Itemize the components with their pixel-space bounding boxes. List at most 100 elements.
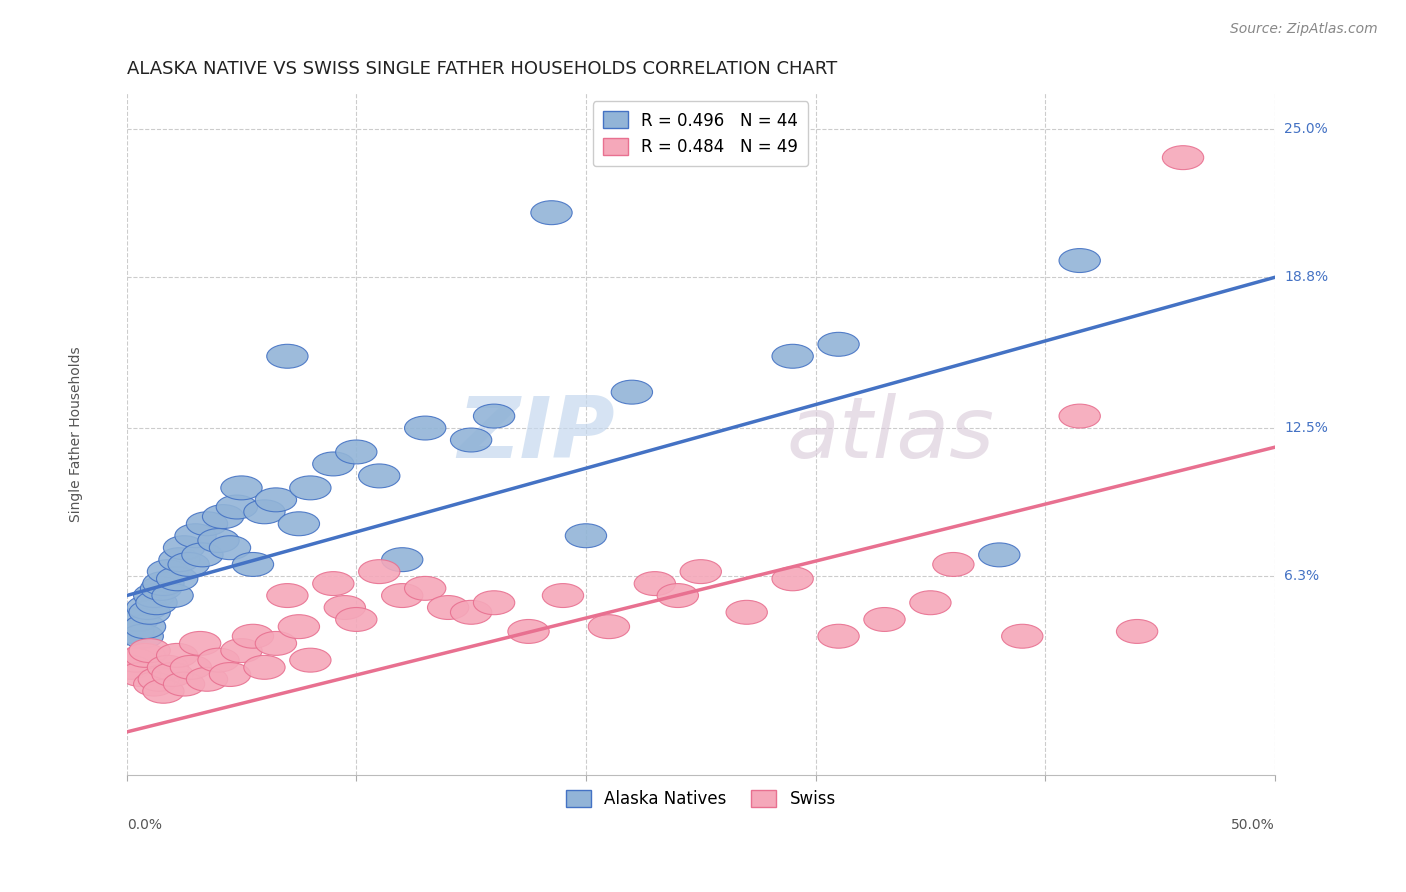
Ellipse shape [221,639,262,663]
Ellipse shape [588,615,630,639]
Ellipse shape [474,404,515,428]
Ellipse shape [1163,145,1204,169]
Ellipse shape [243,500,285,524]
Ellipse shape [122,624,163,648]
Ellipse shape [725,600,768,624]
Ellipse shape [657,583,699,607]
Text: ZIP: ZIP [457,392,614,475]
Ellipse shape [148,656,188,680]
Text: 18.8%: 18.8% [1284,270,1329,285]
Ellipse shape [134,673,174,696]
Ellipse shape [818,333,859,356]
Ellipse shape [112,619,155,643]
Ellipse shape [278,615,319,639]
Text: 0.0%: 0.0% [127,818,162,832]
Ellipse shape [129,639,170,663]
Ellipse shape [209,536,250,559]
Ellipse shape [118,607,159,632]
Ellipse shape [115,648,156,673]
Ellipse shape [565,524,606,548]
Ellipse shape [1116,619,1157,643]
Ellipse shape [450,600,492,624]
Ellipse shape [187,512,228,536]
Text: 25.0%: 25.0% [1284,122,1327,136]
Ellipse shape [138,667,180,691]
Text: 12.5%: 12.5% [1284,421,1327,435]
Ellipse shape [124,643,166,667]
Ellipse shape [772,566,813,591]
Ellipse shape [336,607,377,632]
Ellipse shape [167,552,209,576]
Text: Source: ZipAtlas.com: Source: ZipAtlas.com [1230,22,1378,37]
Text: 50.0%: 50.0% [1232,818,1275,832]
Ellipse shape [232,552,274,576]
Ellipse shape [148,559,188,583]
Ellipse shape [381,583,423,607]
Ellipse shape [312,572,354,596]
Ellipse shape [312,452,354,476]
Ellipse shape [217,495,257,519]
Ellipse shape [180,632,221,656]
Ellipse shape [156,643,198,667]
Ellipse shape [156,566,198,591]
Ellipse shape [143,680,184,703]
Ellipse shape [152,583,193,607]
Text: ALASKA NATIVE VS SWISS SINGLE FATHER HOUSEHOLDS CORRELATION CHART: ALASKA NATIVE VS SWISS SINGLE FATHER HOU… [127,60,837,78]
Ellipse shape [163,673,205,696]
Ellipse shape [427,596,468,619]
Ellipse shape [932,552,974,576]
Ellipse shape [290,476,330,500]
Ellipse shape [325,596,366,619]
Ellipse shape [405,416,446,440]
Ellipse shape [278,512,319,536]
Ellipse shape [232,624,274,648]
Ellipse shape [181,543,224,566]
Ellipse shape [127,596,167,619]
Ellipse shape [381,548,423,572]
Ellipse shape [863,607,905,632]
Ellipse shape [979,543,1019,566]
Ellipse shape [152,663,193,687]
Ellipse shape [136,591,177,615]
Ellipse shape [256,488,297,512]
Ellipse shape [198,529,239,552]
Ellipse shape [531,201,572,225]
Legend: Alaska Natives, Swiss: Alaska Natives, Swiss [560,783,842,814]
Ellipse shape [1001,624,1043,648]
Ellipse shape [124,615,166,639]
Ellipse shape [120,663,162,687]
Ellipse shape [141,576,181,600]
Ellipse shape [202,505,243,529]
Text: atlas: atlas [787,392,995,475]
Ellipse shape [134,583,174,607]
Ellipse shape [159,548,200,572]
Ellipse shape [450,428,492,452]
Ellipse shape [243,656,285,680]
Ellipse shape [818,624,859,648]
Ellipse shape [910,591,950,615]
Ellipse shape [143,572,184,596]
Ellipse shape [405,576,446,600]
Ellipse shape [267,583,308,607]
Ellipse shape [543,583,583,607]
Ellipse shape [290,648,330,673]
Ellipse shape [256,632,297,656]
Ellipse shape [129,600,170,624]
Ellipse shape [508,619,550,643]
Ellipse shape [163,536,205,559]
Ellipse shape [634,572,675,596]
Ellipse shape [359,464,399,488]
Text: Single Father Households: Single Father Households [69,346,83,522]
Ellipse shape [187,667,228,691]
Ellipse shape [1059,404,1101,428]
Ellipse shape [198,648,239,673]
Ellipse shape [111,656,152,680]
Ellipse shape [772,344,813,368]
Ellipse shape [1059,249,1101,273]
Ellipse shape [267,344,308,368]
Text: 6.3%: 6.3% [1284,569,1319,583]
Ellipse shape [170,656,212,680]
Ellipse shape [474,591,515,615]
Ellipse shape [359,559,399,583]
Ellipse shape [336,440,377,464]
